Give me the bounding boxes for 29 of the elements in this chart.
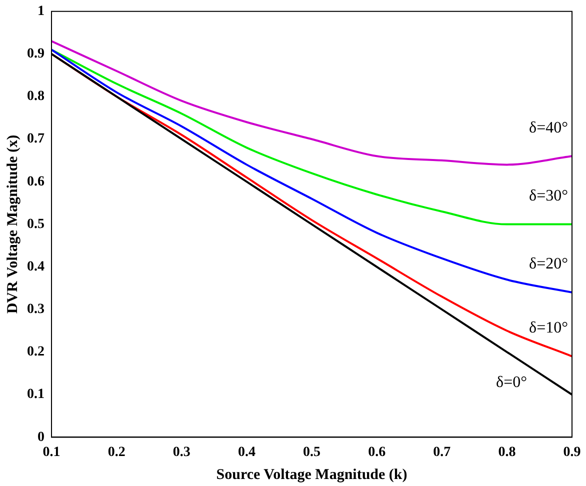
y-tick-label: 0.1 [27,387,44,402]
y-tick-label: 0.4 [27,259,44,274]
annotation: δ=20° [529,256,568,273]
y-tick-label: 0.3 [27,302,44,318]
y-tick-label: 0.2 [27,344,44,360]
y-tick-label: 0.6 [27,174,44,190]
y-tick-label: 0.8 [27,89,44,104]
y-tick-label: 1 [38,4,44,20]
y-tick-label: 0.9 [27,46,44,62]
line-series [52,48,572,294]
annotation: δ=10° [529,320,568,336]
y-tick-label: 0.5 [27,216,44,232]
x-tick-label: 0.7 [433,445,451,460]
x-tick-label: 0.8 [498,445,516,460]
annotation: δ=0° [496,374,527,391]
x-tick-label: 0.5 [303,445,320,460]
x-tick-label: 0.2 [108,445,126,460]
y-tick-label: 0.7 [27,132,44,147]
x-tick-label: 0.9 [563,445,581,460]
x-tick-label: 0.3 [172,445,190,460]
line-series [52,40,572,166]
y-tick-label: 0 [38,430,44,445]
y-axis-title: DVR Voltage Magnitude (x) [4,134,21,314]
x-tick-label: 0.4 [238,445,256,460]
line-series [52,48,572,226]
x-axis-title: Source Voltage Magnitude (k) [216,466,408,483]
annotation: δ=30° [529,188,568,205]
x-tick-label: 0.6 [368,445,386,460]
annotation: δ=40° [529,119,568,136]
